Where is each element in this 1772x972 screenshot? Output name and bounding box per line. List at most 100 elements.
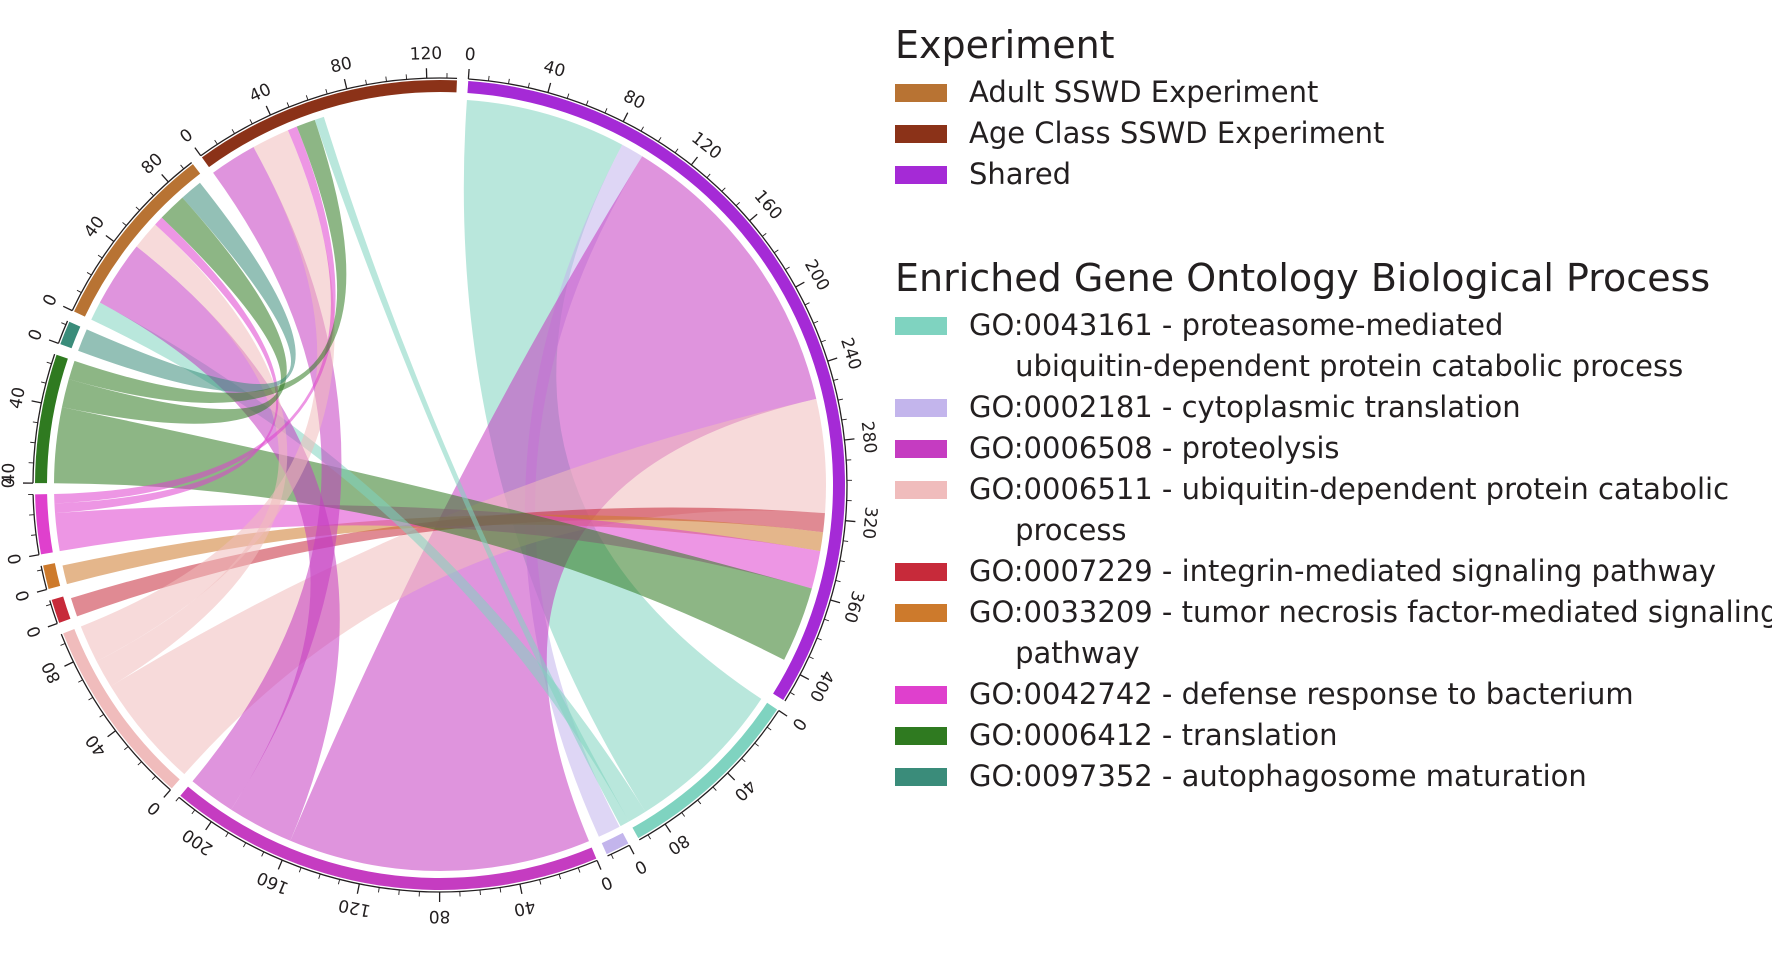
tick-mark xyxy=(180,164,185,170)
tick-mark xyxy=(808,656,814,660)
tick-mark xyxy=(827,357,838,362)
tick-mark xyxy=(76,289,82,293)
sector-axis xyxy=(468,78,848,702)
go-legend-item: GO:0002181 - cytoplasmic translation xyxy=(895,387,1772,428)
tick-mark xyxy=(45,603,52,607)
tick-mark xyxy=(30,441,36,444)
go-legend-item: GO:0042742 - defense response to bacteri… xyxy=(895,674,1772,715)
tick-mark xyxy=(741,758,746,763)
tick-mark xyxy=(843,540,849,542)
tick-mark xyxy=(214,139,218,145)
tick-mark xyxy=(727,772,736,781)
tick-mark xyxy=(105,234,115,243)
tick-mark xyxy=(305,95,309,101)
tick-label: 80 xyxy=(138,149,167,178)
tick-mark xyxy=(824,618,830,622)
go-legend-label: GO:0006508 - proteolysis xyxy=(969,431,1340,465)
tick-mark xyxy=(286,102,290,108)
sector-go-0007229 xyxy=(51,596,71,623)
tick-mark xyxy=(830,599,841,604)
tick-mark xyxy=(137,761,142,766)
tick-mark xyxy=(816,637,822,641)
tick-mark xyxy=(841,418,847,421)
experiment-legend-item: Shared xyxy=(895,154,1384,195)
tick-mark xyxy=(749,213,758,222)
tick-mark xyxy=(585,100,589,106)
tick-mark xyxy=(813,320,819,324)
sector-axis xyxy=(178,796,598,893)
tick-label: 320 xyxy=(858,506,880,540)
tick-mark xyxy=(60,643,66,646)
tick-mark xyxy=(261,851,265,857)
tick-label: 40 xyxy=(80,212,109,241)
tick-label: 160 xyxy=(750,186,786,224)
tick-label: 0 xyxy=(23,623,45,640)
tick-label: 240 xyxy=(836,335,865,372)
tick-mark xyxy=(161,174,169,183)
tick-label: 120 xyxy=(687,128,725,164)
tick-mark xyxy=(31,400,42,404)
tick-mark xyxy=(398,889,400,895)
tick-mark xyxy=(773,249,779,254)
tick-mark xyxy=(762,233,767,237)
tick-mark xyxy=(36,588,47,593)
tick-mark xyxy=(325,89,328,95)
tick-mark xyxy=(577,867,581,873)
tick-mark xyxy=(48,339,59,345)
tick-mark xyxy=(231,129,235,134)
ribbon-shared-to-go-0043161 xyxy=(463,99,762,812)
sector-axis xyxy=(60,633,171,791)
ribbon-layer xyxy=(54,99,826,872)
tick-mark xyxy=(318,873,321,879)
tick-mark xyxy=(29,554,40,558)
tick-label: 80 xyxy=(429,906,451,926)
tick-mark xyxy=(657,137,662,142)
experiment-legend-title: Experiment xyxy=(895,23,1115,67)
sector-go-0006511 xyxy=(63,629,180,789)
tick-mark xyxy=(604,108,608,114)
tick-mark xyxy=(107,730,116,738)
chord-diagram: 0408012016020024028032036040004080004080… xyxy=(0,44,880,926)
tick-mark xyxy=(47,622,58,628)
ribbon-adult-sswd-experiment-to-go-0006511 xyxy=(96,224,288,687)
tick-label: 120 xyxy=(337,894,373,920)
go-legend-swatch xyxy=(895,440,947,458)
go-legend-swatch xyxy=(895,563,947,581)
tick-mark xyxy=(78,679,83,683)
tick-mark xyxy=(628,844,635,855)
tick-label: 0 xyxy=(0,478,19,489)
tick-mark xyxy=(467,68,470,80)
tick-label: 40 xyxy=(6,385,30,410)
tick-mark xyxy=(225,832,229,838)
tick-mark xyxy=(343,78,348,89)
go-legend-swatch xyxy=(895,768,947,786)
tick-mark xyxy=(799,674,810,680)
tick-mark xyxy=(249,119,253,125)
go-legend-label: GO:0007229 - integrin-mediated signaling… xyxy=(969,554,1717,588)
tick-mark xyxy=(205,821,212,831)
tick-label: 0 xyxy=(787,714,810,734)
ribbon-age-class-sswd-experiment-to-go-0006412 xyxy=(68,119,347,403)
tick-label: 0 xyxy=(464,45,476,66)
go-legend-label: GO:0043161 - proteasome-mediated ubiquit… xyxy=(969,308,1684,383)
tick-mark xyxy=(697,799,702,805)
tick-label: 0 xyxy=(5,552,27,566)
tick-mark xyxy=(298,867,302,873)
tick-mark xyxy=(596,860,602,870)
go-legend-item: GO:0006511 - ubiquitin-dependent protein… xyxy=(895,469,1772,551)
tick-mark xyxy=(527,82,530,88)
experiment-legend-items: Adult SSWD Experiment Age Class SSWD Expe… xyxy=(895,72,1384,195)
tick-label: 80 xyxy=(328,53,354,77)
go-legend-swatch xyxy=(895,399,947,417)
tick-mark xyxy=(64,661,74,667)
tick-mark xyxy=(46,361,52,365)
tick-mark xyxy=(610,854,614,859)
sector-go-0042742 xyxy=(35,494,53,555)
tick-mark xyxy=(674,148,679,154)
tick-mark xyxy=(795,281,805,288)
tick-mark xyxy=(88,696,94,701)
tick-mark xyxy=(194,147,202,157)
sector-layer xyxy=(35,80,846,891)
tick-mark xyxy=(40,381,47,384)
